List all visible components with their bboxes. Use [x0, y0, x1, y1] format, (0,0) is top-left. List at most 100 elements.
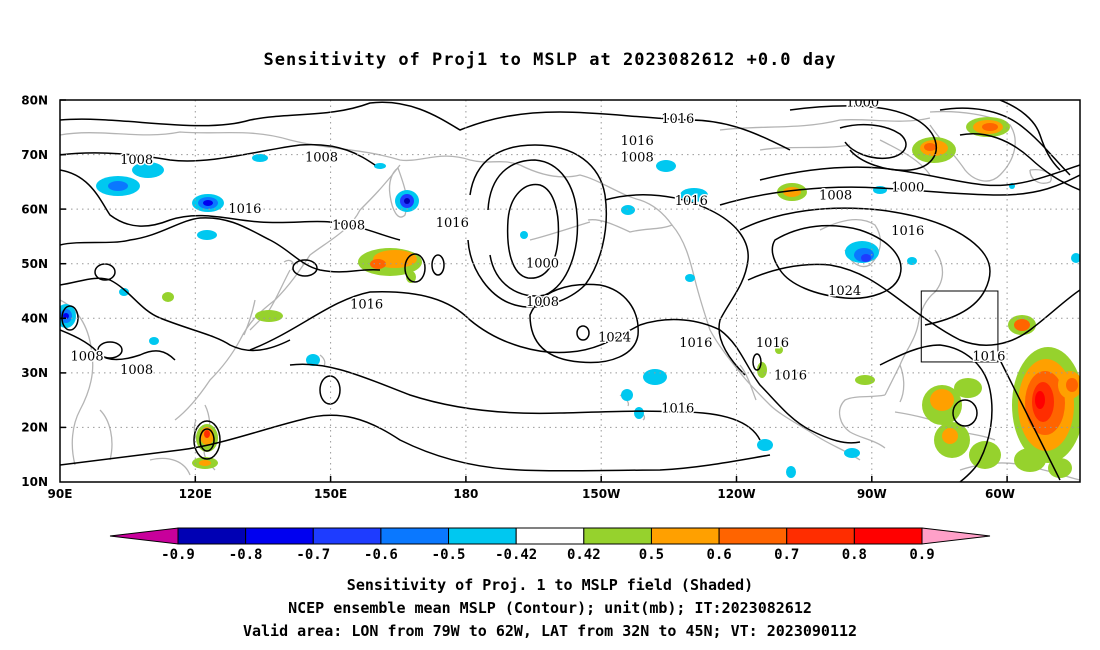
contour-label: 1000 [846, 96, 879, 111]
contour-label: 1016 [436, 216, 469, 231]
contour-label: 1024 [598, 330, 631, 345]
map-frame [59, 99, 1081, 483]
longitude-labels: 90E 120E 150E 180 150W 120W 90W 60W [48, 487, 1015, 501]
colorbar-swatch [245, 527, 314, 545]
colorbar-swatch [515, 527, 585, 545]
contour-label: 1008 [819, 189, 852, 204]
colorbar-label: 0.8 [842, 547, 867, 563]
lat-label: 40N [21, 312, 48, 326]
contour-1024-high [529, 283, 639, 364]
contour-arctic-1000-a [789, 105, 937, 171]
contour-north-1016 [60, 101, 791, 151]
lon-label: 150W [582, 487, 620, 501]
contour-loop-2 [292, 259, 318, 277]
contour-label: 1000 [526, 257, 559, 272]
lat-label: 60N [21, 203, 48, 217]
colorbar-label: 0.6 [706, 547, 731, 563]
contour-label: 1008 [332, 219, 365, 234]
coast-na-west [671, 224, 861, 461]
lon-label: 180 [453, 487, 478, 501]
colorbar-label: -0.6 [364, 547, 398, 563]
contour-label: 1008 [305, 150, 338, 165]
contour-label: 1016 [621, 134, 654, 149]
lat-label: 70N [21, 148, 48, 162]
caption-line-3: Valid area: LON from 79W to 62W, LAT fro… [242, 622, 858, 640]
lat-label: 10N [21, 475, 48, 489]
colorbar-label: 0.9 [909, 547, 934, 563]
caption-block: Sensitivity of Proj. 1 to MSLP field (Sh… [0, 574, 1100, 643]
colorbar-label: -0.9 [161, 547, 195, 563]
lat-label: 20N [21, 421, 48, 435]
contour-low-1016 [467, 144, 608, 308]
lat-label: 30N [21, 366, 48, 380]
coast-borneo [149, 457, 191, 476]
coast-aleutians [529, 221, 591, 241]
contour-ne-pacific [604, 194, 749, 376]
coast-arctic-islands [719, 117, 931, 176]
contour-na-1008 [719, 174, 1080, 206]
contour-label: 1016 [661, 401, 694, 416]
lat-label: 50N [21, 257, 48, 271]
contour-label: 1008 [120, 153, 153, 168]
contour-loop-7 [431, 254, 445, 276]
contour-label: 1016 [350, 298, 383, 313]
contour-pacific-1016-outer [249, 291, 861, 444]
contour-loop-8 [952, 399, 978, 427]
coast-greenland [929, 110, 1016, 182]
colorbar-swatch [786, 527, 855, 545]
contour-loop-3 [319, 375, 341, 405]
coast-marianas [319, 354, 326, 367]
contour-arctic-box [999, 100, 1061, 171]
axis-ticks [60, 99, 1008, 482]
contour-arctic-eastern [939, 107, 1080, 191]
contour-label: 1008 [120, 363, 153, 378]
lon-label: 120E [179, 487, 212, 501]
sensitivity-shading [60, 117, 1080, 478]
coast-florida [899, 364, 905, 403]
colorbar-label: 0.42 [567, 547, 601, 563]
contour-na-1024 [771, 224, 902, 300]
contour-label: 1016 [661, 112, 694, 127]
coast-gulf [838, 394, 886, 449]
coast-na-east [884, 249, 944, 396]
contour-na-1016-outer [739, 207, 991, 326]
coast-baja [739, 364, 757, 401]
lon-label: 120W [717, 487, 755, 501]
contour-label: 1008 [71, 349, 104, 364]
lon-label: 150E [314, 487, 347, 501]
lon-label: 90W [857, 487, 887, 501]
contour-loop-11 [752, 353, 762, 371]
contour-na-1000 [759, 164, 1080, 187]
contour-na-1016 [747, 263, 1080, 346]
contour-label: 1008 [621, 150, 654, 165]
caption-line-2: NCEP ensemble mean MSLP (Contour); unit(… [288, 599, 812, 617]
contour-label: 1016 [756, 336, 789, 351]
lat-label: 80N [21, 94, 48, 108]
colorbar-label: -0.5 [432, 547, 466, 563]
coast-se-asia [60, 299, 113, 466]
caption-line-1: Sensitivity of Proj. 1 to MSLP field (Sh… [346, 576, 754, 594]
contour-loop-9 [97, 341, 123, 359]
contour-low-1000 [506, 183, 560, 279]
colorbar-label: -0.8 [229, 547, 263, 563]
colorbar: -0.9 -0.8 -0.7 -0.6 -0.5 -0.42 0.42 0.5 0.6 0.7 0.… [109, 527, 991, 563]
colorbar-label: 0.7 [774, 547, 799, 563]
colorbar-high-triangle [921, 527, 991, 545]
coast-alaska [519, 164, 673, 233]
contour-label: 1016 [228, 202, 261, 217]
contour-label: 1024 [828, 284, 861, 299]
contour-asia-1008-b [60, 169, 401, 241]
latitude-labels: 80N 70N 60N 50N 40N 30N 20N 10N [21, 94, 48, 490]
colorbar-low-triangle [109, 527, 179, 545]
colorbar-swatch [853, 527, 923, 545]
colorbar-swatch [312, 527, 382, 545]
colorbar-swatch [718, 527, 788, 545]
chart-title: Sensitivity of Proj1 to MSLP at 20230826… [263, 50, 837, 70]
contour-label: 1016 [675, 194, 708, 209]
lon-label: 60W [985, 487, 1015, 501]
colorbar-swatch [177, 527, 247, 545]
contour-asia-1008-south [60, 329, 176, 361]
colorbar-swatch [448, 527, 517, 545]
contour-1024-small [576, 325, 590, 341]
